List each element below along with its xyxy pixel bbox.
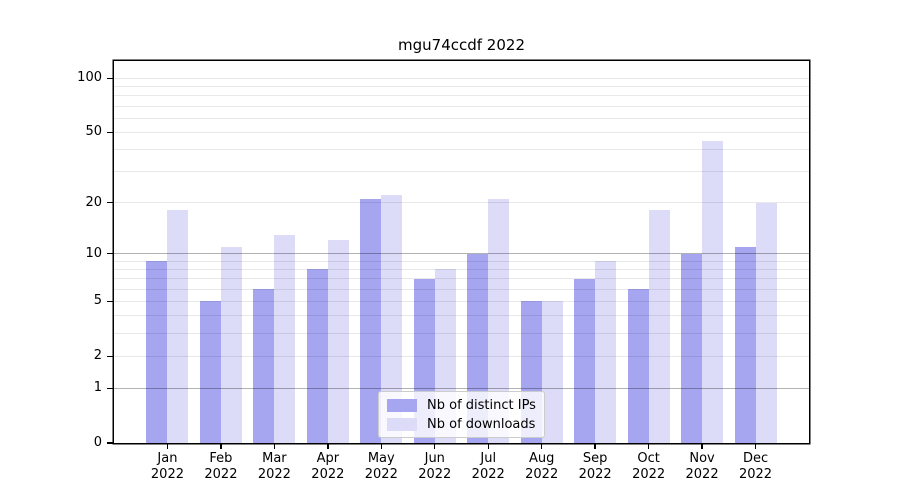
gridline-minor [114, 117, 809, 119]
gridline-minor [114, 95, 809, 97]
bar-ips-oct [627, 289, 649, 443]
y-tick [107, 131, 113, 134]
y-tick [107, 201, 113, 204]
x-tick-label: Jan 2022 [150, 451, 184, 482]
y-tick [107, 77, 113, 80]
y-tick-label: 100 [77, 70, 102, 86]
plot-area [114, 61, 809, 443]
bar-ips-feb [199, 301, 221, 443]
legend: Nb of distinct IPs Nb of downloads [378, 391, 545, 438]
y-tick-label: 20 [85, 194, 102, 210]
x-tick [327, 443, 329, 449]
bar-downloads-nov [702, 140, 724, 443]
bar-downloads-feb [220, 246, 242, 443]
x-tick [434, 443, 436, 449]
bar-downloads-jul [488, 198, 510, 443]
y-tick-label: 5 [93, 293, 102, 309]
legend-swatch-downloads-icon [387, 417, 417, 431]
bar-ips-dec [734, 246, 756, 443]
x-tick [754, 443, 757, 449]
x-tick-label: Jul 2022 [471, 451, 505, 482]
x-tick [647, 443, 650, 449]
y-tick [107, 442, 113, 444]
x-tick-label: Feb 2022 [204, 451, 238, 482]
bar-downloads-apr [327, 240, 349, 443]
legend-label-ips: Nb of distinct IPs [427, 397, 536, 413]
x-tick-label: Mar 2022 [257, 451, 291, 482]
x-tick-label: Aug 2022 [525, 451, 559, 482]
legend-item-ips: Nb of distinct IPs [387, 398, 544, 413]
y-tick-label: 2 [93, 348, 102, 364]
x-tick [166, 443, 169, 449]
chart-title: mgu74ccdf 2022 [398, 36, 525, 54]
y-tick [107, 387, 113, 389]
bar-ips-mar [253, 289, 275, 443]
y-tick [107, 252, 113, 255]
y-tick-label: 50 [85, 124, 102, 140]
x-tick [701, 443, 703, 449]
gridline-minor [114, 86, 809, 88]
y-tick-label: 1 [93, 380, 102, 396]
y-tick-label: 0 [93, 435, 102, 450]
gridline-minor [114, 131, 809, 133]
x-tick-label: Jun 2022 [418, 451, 452, 482]
bar-ips-jan [146, 261, 168, 443]
bar-ips-nov [681, 253, 703, 443]
x-tick [594, 443, 596, 449]
bar-ips-sep [574, 278, 596, 443]
x-tick [380, 443, 382, 449]
x-tick-label: Dec 2022 [738, 451, 773, 482]
x-tick-label: May 2022 [364, 451, 398, 482]
x-tick-label: Apr 2022 [311, 451, 345, 482]
x-tick-label: Oct 2022 [632, 451, 666, 482]
x-tick-label: Nov 2022 [685, 451, 719, 482]
bar-downloads-jan [167, 210, 189, 443]
bar-ips-apr [306, 269, 328, 443]
legend-item-downloads: Nb of downloads [387, 417, 544, 432]
gridline-minor [114, 77, 809, 79]
y-tick [107, 355, 113, 357]
legend-swatch-ips-icon [387, 398, 417, 412]
bar-downloads-sep [595, 261, 617, 443]
x-tick [540, 443, 543, 449]
bar-ips-may [360, 198, 382, 443]
bar-downloads-oct [648, 210, 670, 443]
bar-downloads-mar [274, 234, 296, 443]
x-tick [487, 443, 489, 449]
x-tick-label: Sep 2022 [578, 451, 612, 482]
bar-downloads-aug [541, 301, 563, 443]
y-tick-label: 10 [85, 245, 102, 261]
x-tick [220, 443, 222, 449]
y-tick [107, 300, 113, 303]
legend-label-downloads: Nb of downloads [427, 416, 536, 432]
x-tick [273, 443, 276, 449]
gridline-minor [114, 105, 809, 107]
bar-downloads-may [381, 195, 403, 443]
bar-downloads-dec [755, 202, 777, 443]
